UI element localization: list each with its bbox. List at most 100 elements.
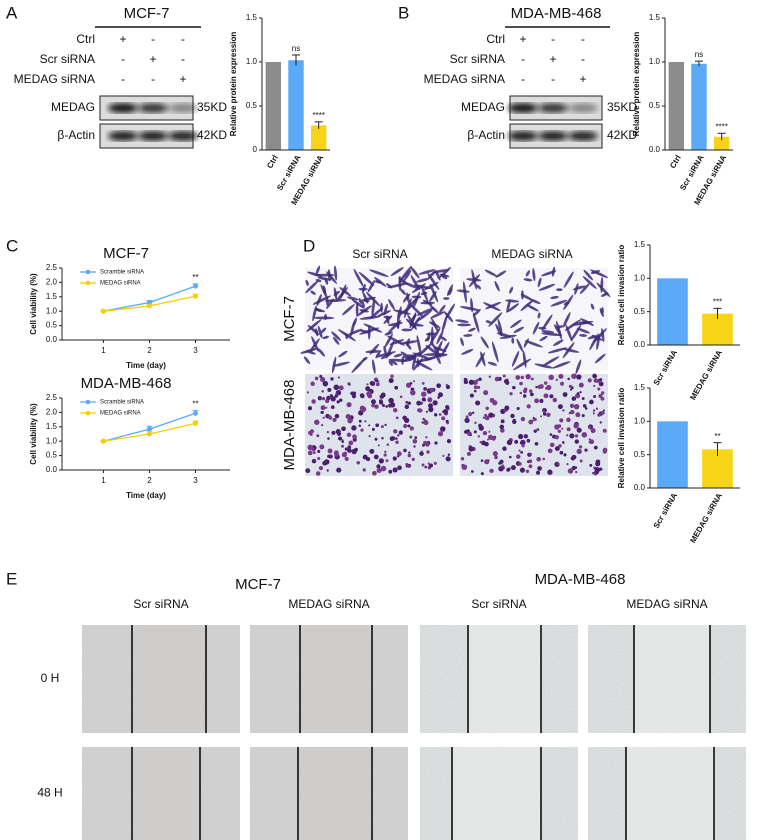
cell (368, 424, 371, 427)
cell (321, 424, 324, 427)
cell (563, 271, 574, 288)
cell (532, 419, 535, 422)
cell (402, 415, 407, 421)
cell (553, 324, 562, 336)
cell (351, 394, 357, 399)
cell (508, 455, 512, 459)
panel-label: D (303, 236, 315, 255)
group-label: MCF-7 (235, 576, 281, 593)
group-label: MDA-MB-468 (535, 571, 626, 588)
cell (375, 379, 378, 383)
cell (420, 301, 435, 305)
cell (327, 448, 333, 454)
transwell-image (300, 265, 456, 374)
cell (511, 350, 520, 367)
cell (528, 464, 533, 469)
chart-title: MDA-MB-468 (81, 375, 172, 392)
cell (460, 337, 464, 347)
cell (507, 303, 520, 313)
cell (398, 306, 402, 319)
cell (370, 399, 376, 405)
cell (429, 304, 439, 314)
cell (506, 299, 511, 313)
cell (518, 433, 524, 440)
cell (388, 360, 393, 366)
wound-gap (634, 625, 710, 733)
cell (330, 405, 335, 409)
cell (510, 413, 515, 419)
wound-gap (626, 747, 714, 840)
blot-size: 42KD (197, 128, 227, 142)
cell (313, 451, 316, 455)
sign: + (149, 52, 156, 66)
cell (328, 454, 333, 459)
y-tick-label: 1.0 (634, 273, 646, 282)
cell (423, 387, 427, 391)
cell (434, 441, 438, 445)
y-tick-label: 2.5 (46, 263, 58, 272)
cell (487, 434, 494, 440)
cell (535, 470, 541, 475)
cell (473, 430, 477, 434)
cell (475, 400, 481, 406)
cell (320, 410, 324, 414)
cell (578, 445, 583, 449)
cell (421, 421, 424, 424)
cell (537, 277, 542, 288)
cell (546, 412, 551, 418)
cell (371, 403, 375, 408)
bar (288, 60, 304, 150)
cell (516, 454, 521, 459)
cell (317, 276, 332, 281)
cell (540, 415, 543, 418)
cell (307, 406, 313, 411)
cell (374, 437, 378, 441)
cell (432, 269, 449, 273)
blot-title: MDA-MB-468 (511, 5, 602, 22)
cell (579, 390, 582, 394)
chart-title: MCF-7 (103, 245, 149, 262)
cell (380, 465, 387, 472)
column-label: MEDAG siRNA (626, 597, 707, 611)
cell (480, 472, 484, 476)
cell (336, 467, 342, 473)
cell (516, 338, 524, 352)
cell (441, 416, 446, 421)
cell (403, 269, 412, 281)
blot-size: 35KD (197, 100, 227, 114)
cell (358, 271, 375, 287)
x-tick-label: 1 (101, 346, 106, 355)
cell (342, 304, 355, 316)
blot-size: 42KD (607, 128, 637, 142)
cell (410, 266, 420, 279)
y-tick-label: 0.0 (46, 335, 58, 344)
sign: + (519, 32, 526, 46)
cell (463, 430, 468, 434)
cell (356, 305, 372, 317)
cell (495, 323, 503, 337)
cell (581, 397, 585, 401)
cell (587, 335, 597, 340)
cell (333, 287, 338, 301)
cell (350, 391, 355, 396)
cell (424, 441, 430, 447)
cell (429, 387, 435, 393)
y-axis-label: Relative protein expression (632, 32, 641, 137)
cell (395, 437, 398, 440)
cell (445, 384, 451, 390)
cell (443, 311, 454, 323)
cell (542, 457, 546, 461)
cell (556, 462, 560, 466)
wound-gap (132, 747, 200, 840)
cell (334, 394, 338, 398)
sign: - (121, 52, 125, 66)
cell (560, 381, 565, 386)
cell (459, 306, 480, 311)
y-tick-label: 2.0 (46, 408, 58, 417)
cell (513, 326, 525, 333)
cell (409, 323, 424, 327)
cell (520, 375, 524, 380)
cell (307, 450, 313, 456)
cell (512, 419, 517, 425)
cell (322, 380, 329, 387)
